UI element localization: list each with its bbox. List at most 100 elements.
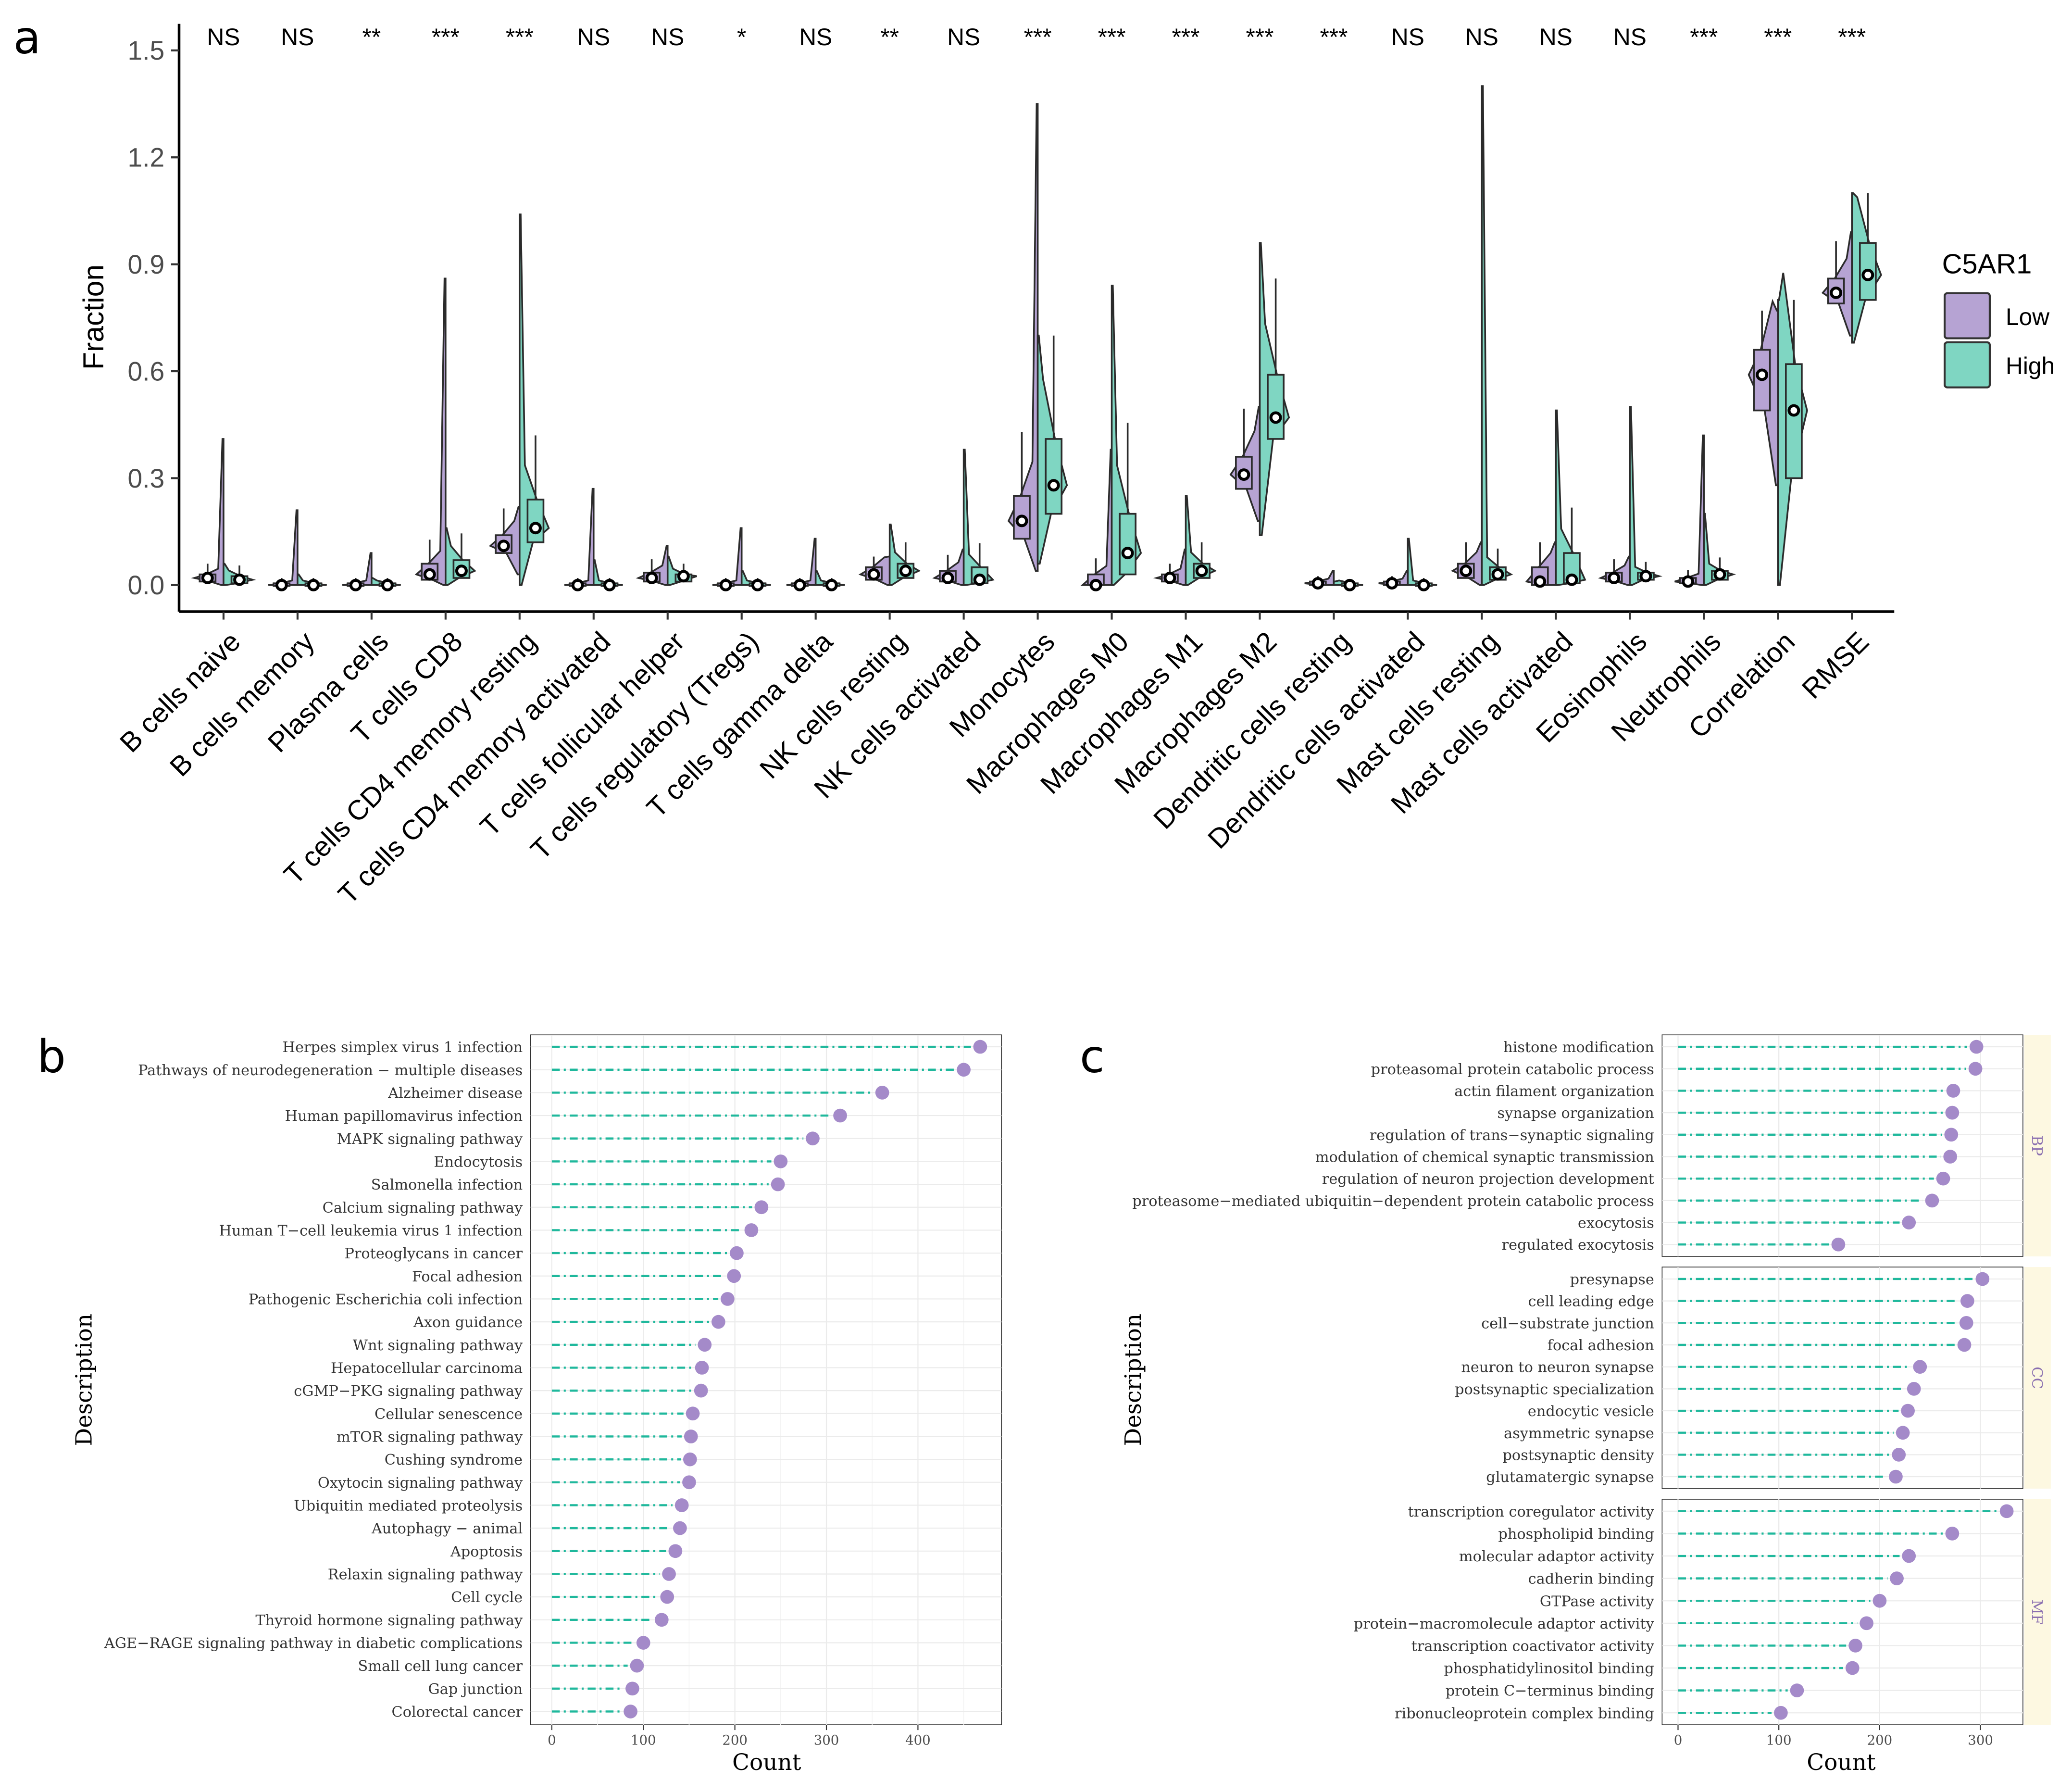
b-x-tick-label: 0 <box>548 1732 556 1748</box>
category-label: Colorectal cancer <box>392 1704 523 1721</box>
panel-a-violin-chart: Fraction 0.00.30.60.91.21.5 NS NS ** *** ***… <box>77 24 2055 910</box>
median-point <box>719 578 732 591</box>
median-point <box>899 564 912 577</box>
lollipop-dot <box>1848 1639 1862 1653</box>
lollipop-dot <box>833 1108 847 1123</box>
median-point <box>793 578 806 591</box>
violin-half-low <box>1674 434 1705 586</box>
category-label: Ubiquitin mediated proteolysis <box>294 1497 523 1514</box>
significance-label: NS <box>947 24 980 50</box>
legend-label-low: Low <box>2006 303 2049 330</box>
category-label: Gap junction <box>428 1681 523 1698</box>
lollipop-dot <box>1774 1706 1788 1720</box>
lollipop-dot <box>1892 1448 1906 1462</box>
violin-half-low <box>414 277 447 586</box>
category-label: Hepatocellular carcinoma <box>331 1360 523 1377</box>
c-facet-labels: histone modification proteasomal protein … <box>1132 1039 1654 1254</box>
significance-label: *** <box>1024 24 1052 50</box>
significance-label: *** <box>432 24 460 50</box>
significance-label: NS <box>281 24 314 50</box>
median-point <box>1682 575 1695 588</box>
panel-label-c: c <box>1080 1031 1105 1083</box>
a-y-tick-label: 1.5 <box>127 36 164 65</box>
violin-half-low <box>564 488 595 586</box>
significance-label: NS <box>799 24 832 50</box>
a-significance-labels: NS NS ** *** *** NS NS * NS ** NS *** *** *** *** *** NS… <box>207 24 1866 50</box>
lollipop-dot <box>1790 1683 1804 1697</box>
median-point <box>825 578 838 591</box>
median-point <box>201 572 214 584</box>
lollipop-dot <box>1968 1062 1983 1076</box>
median-point <box>1639 570 1652 583</box>
category-label: Human T−cell leukemia virus 1 infection <box>219 1222 523 1239</box>
box-iqr-high <box>1267 374 1285 440</box>
panel-label-a: a <box>13 12 41 64</box>
median-point <box>1269 411 1282 424</box>
lollipop-dot <box>624 1705 637 1718</box>
median-point <box>1343 578 1356 591</box>
category-label: actin filament organization <box>1454 1083 1654 1100</box>
lollipop-dot <box>1944 1128 1959 1142</box>
category-label: Cushing syndrome <box>385 1452 523 1468</box>
c-facet-lollipops <box>1678 1272 1990 1484</box>
category-label: Wnt signaling pathway <box>353 1337 523 1354</box>
median-point <box>1385 577 1398 590</box>
median-point <box>1756 368 1769 381</box>
lollipop-dot <box>1860 1616 1873 1630</box>
lollipop-dot <box>674 1498 689 1512</box>
category-label: neuron to neuron synapse <box>1461 1359 1654 1376</box>
lollipop-dot <box>1957 1338 1972 1352</box>
significance-label: NS <box>1465 24 1498 50</box>
violin-half-high <box>1407 538 1437 586</box>
c-facet-grid <box>1662 1499 2023 1725</box>
category-label: protein C−terminus binding <box>1446 1683 1654 1700</box>
lollipop-dot <box>1959 1316 1973 1330</box>
category-label: Cellular senescence <box>374 1406 523 1423</box>
category-label: GTPase activity <box>1540 1593 1655 1610</box>
box-iqr-high <box>1785 363 1803 479</box>
b-x-tick-label: 300 <box>814 1732 839 1748</box>
category-label: Salmonella infection <box>371 1177 523 1193</box>
a-y-axis-label: Fraction <box>77 264 110 370</box>
category-label: Thyroid hormone signaling pathway <box>255 1612 523 1629</box>
c-facet-strip <box>2024 1267 2051 1489</box>
category-label: synapse organization <box>1498 1105 1654 1122</box>
c-facet-strip-label: BP <box>2028 1135 2045 1156</box>
significance-label: *** <box>1246 24 1273 50</box>
c-facet-panel <box>1661 1034 2023 1257</box>
c-facet-lollipops <box>1678 1040 1984 1252</box>
median-point <box>497 539 510 552</box>
median-point <box>1830 286 1843 299</box>
lollipop-dot <box>636 1636 650 1650</box>
median-point <box>455 564 468 577</box>
lollipop-dot <box>1943 1150 1958 1164</box>
category-label: Herpes simplex virus 1 infection <box>283 1039 523 1056</box>
median-point <box>973 573 986 586</box>
lollipop-dot <box>1945 1527 1960 1541</box>
category-label: proteasome−mediated ubiquitin−dependent … <box>1132 1193 1654 1210</box>
median-point <box>1417 578 1430 591</box>
significance-label: NS <box>1539 24 1573 50</box>
median-point <box>1861 268 1874 281</box>
median-point <box>1608 572 1621 584</box>
c-facet-strip <box>2024 1035 2051 1257</box>
category-label: Relaxin signaling pathway <box>328 1566 523 1583</box>
category-label: proteasomal protein catabolic process <box>1371 1061 1654 1078</box>
significance-label: NS <box>651 24 684 50</box>
significance-label: *** <box>1690 24 1718 50</box>
lollipop-dot <box>1975 1272 1990 1286</box>
lollipop-dot <box>1999 1504 2014 1518</box>
b-x-tick-label: 200 <box>722 1732 748 1748</box>
violin-half-low <box>712 527 743 586</box>
median-point <box>603 578 616 591</box>
category-label: transcription coregulator activity <box>1408 1504 1655 1520</box>
significance-label: *** <box>1838 24 1866 50</box>
c-facet-panel <box>1661 1499 2023 1725</box>
category-label: Calcium signaling pathway <box>323 1200 523 1217</box>
lollipop-dot <box>682 1475 696 1490</box>
category-label: cell leading edge <box>1528 1293 1654 1310</box>
panel-b-kegg-lollipop: Herpes simplex virus 1 infection Pathways… <box>71 1034 1002 1776</box>
violin-half-low <box>191 438 225 586</box>
category-label: modulation of chemical synaptic transmis… <box>1315 1149 1654 1166</box>
lollipop-dot <box>1902 1216 1916 1229</box>
